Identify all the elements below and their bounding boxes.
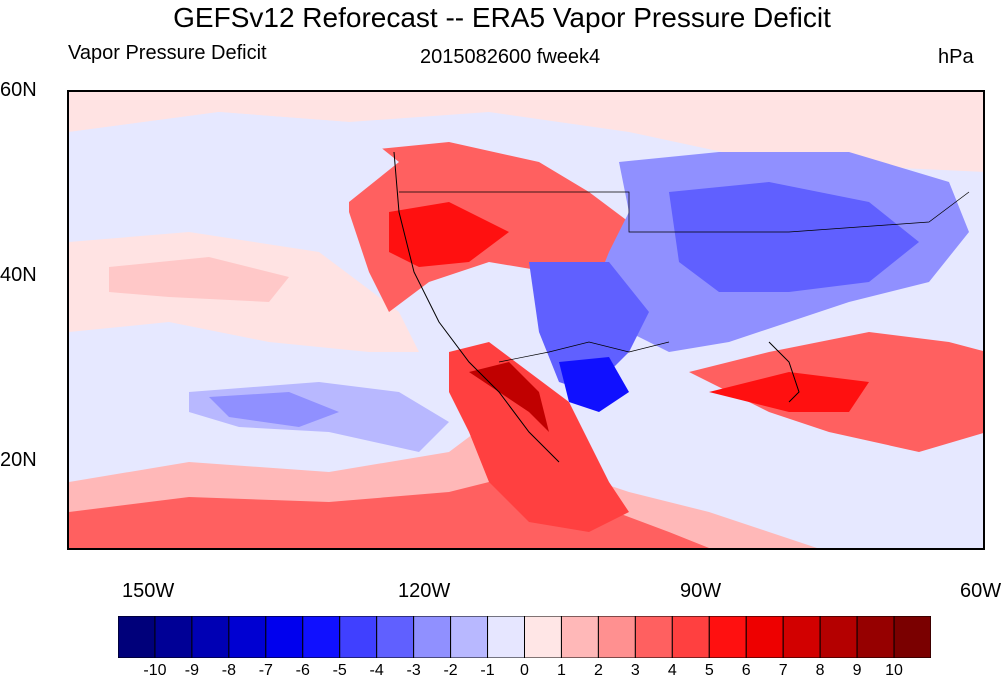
lon-label-90w: 90W — [680, 580, 722, 602]
colorbar-swatch — [819, 615, 858, 659]
us-canada-border — [399, 191, 970, 233]
variable-label: Vapor Pressure Deficit — [68, 42, 267, 64]
colorbar-tick-label: 2 — [593, 662, 603, 679]
colorbar-tick-label: -7 — [258, 662, 273, 679]
florida-coastline — [768, 341, 800, 403]
colorbar-swatch — [413, 615, 452, 659]
colorbar-tick-label: -8 — [221, 662, 236, 679]
colorbar-swatch — [634, 615, 673, 659]
colorbar-swatch — [745, 615, 784, 659]
colorbar-tick-label: 9 — [852, 662, 862, 679]
colorbar-tick-label: -6 — [295, 662, 310, 679]
colorbar-swatch — [524, 615, 562, 659]
unit-label: hPa — [938, 46, 974, 68]
colorbar-tick-label: 8 — [815, 662, 825, 679]
mexico-red-region — [449, 342, 629, 532]
colorbar-tick-label: 0 — [520, 662, 529, 679]
colorbar-swatch — [450, 615, 489, 659]
colorbar-swatch — [265, 615, 304, 659]
colorbar-swatch — [191, 615, 230, 659]
colorbar-swatch — [302, 615, 341, 659]
southwest-blue-region — [529, 262, 649, 392]
colorbar-swatch — [708, 615, 747, 659]
colorbar-swatch — [154, 615, 193, 659]
colorbar-swatch — [597, 615, 636, 659]
baja-dark-red — [469, 362, 549, 432]
atlantic-red-core — [709, 372, 869, 412]
colorbar-tick-label: 10 — [885, 662, 903, 679]
colorbar-tick-label: 3 — [630, 662, 640, 679]
lon-label-150w: 150W — [122, 580, 175, 602]
colorbar-tick-label: 6 — [741, 662, 751, 679]
colorbar-swatch — [560, 615, 599, 659]
gulf-of-alaska-blue — [69, 112, 399, 212]
northwest-red-core — [389, 202, 509, 267]
lon-label-120w: 120W — [398, 580, 451, 602]
colorbar-tick-label: 7 — [778, 662, 788, 679]
colorbar-labels: -10 -9 -8 -7 -6 -5 -4 -3 -2 -1 0 1 2 3 4 5 6 7 8 9 10 — [118, 662, 931, 686]
eastern-blue-core — [669, 182, 919, 292]
colorbar-tick-label: -4 — [369, 662, 384, 679]
colorbar-tick-label: -10 — [143, 662, 167, 679]
colorbar-swatch — [376, 615, 415, 659]
colorbar-swatch — [671, 615, 710, 659]
texas-deep-blue — [559, 357, 629, 412]
lat-label-60n: 60N — [0, 79, 37, 101]
colorbar-swatch — [856, 615, 895, 659]
colorbar-tick-label: -2 — [443, 662, 458, 679]
map-field — [69, 92, 983, 548]
us-mexico-border — [498, 341, 670, 363]
colorbar-swatch — [893, 615, 932, 659]
colorbar-swatch — [117, 615, 156, 659]
colorbar — [117, 615, 932, 659]
colorbar-tick-label: -9 — [184, 662, 200, 679]
colorbar-tick-label: 5 — [704, 662, 714, 679]
colorbar-tick-label: -1 — [480, 662, 495, 679]
colorbar-swatch — [487, 615, 525, 659]
colorbar-tick-label: 1 — [557, 662, 566, 679]
lat-label-40n: 40N — [0, 264, 37, 286]
pacific-pink-patch — [109, 257, 289, 302]
date-label: 2015082600 fweek4 — [420, 46, 601, 68]
colorbar-swatch — [228, 615, 267, 659]
colorbar-tick-label: -5 — [332, 662, 347, 679]
map-title: GEFSv12 Reforecast -- ERA5 Vapor Pressur… — [173, 2, 831, 33]
colorbar-tick-label: -3 — [406, 662, 421, 679]
lat-label-20n: 20N — [0, 449, 37, 471]
colorbar-swatch — [782, 615, 821, 659]
colorbar-swatch — [339, 615, 378, 659]
lon-label-60w: 60W — [960, 580, 1002, 602]
pacific-blue-core — [209, 392, 339, 427]
west-coastline — [393, 151, 560, 463]
north-pink-region — [69, 92, 983, 172]
colorbar-swatches — [117, 615, 932, 659]
colorbar-tick-label: 4 — [667, 662, 677, 679]
map-plot — [67, 90, 985, 550]
